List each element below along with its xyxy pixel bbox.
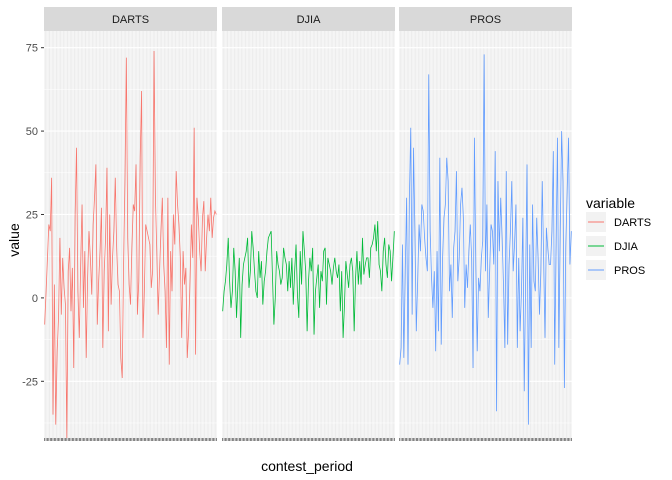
vertical-gridlines — [44, 31, 217, 438]
series-line-darts — [44, 51, 217, 439]
legend-items: DARTS DJIA PROS — [586, 212, 651, 280]
panels-layer: DARTS DJIA PROS — [44, 7, 572, 441]
legend-item-pros: PROS — [586, 260, 645, 280]
axis-layer: -25 0 25 50 75 — [22, 43, 44, 388]
legend-label: PROS — [614, 265, 645, 277]
x-axis-title: contest_period — [261, 458, 353, 474]
vertical-gridlines — [222, 31, 395, 438]
y-tick-label: 50 — [26, 126, 38, 138]
x-axis-ticks — [399, 438, 572, 441]
legend: variable DARTS DJIA PROS — [586, 195, 651, 280]
horizontal-gridlines — [222, 47, 395, 424]
legend-item-djia: DJIA — [586, 236, 639, 256]
facet-strip-label: DJIA — [297, 14, 322, 26]
y-tick-label: -25 — [22, 376, 38, 388]
facet-panel-darts: DARTS — [44, 7, 217, 441]
legend-item-darts: DARTS — [586, 212, 651, 232]
series-line-djia — [222, 221, 395, 338]
y-tick-label: 0 — [32, 293, 38, 305]
facet-strip-label: PROS — [470, 14, 501, 26]
facet-strip — [399, 7, 572, 31]
y-tick-label: 25 — [26, 209, 38, 221]
facet-panel-djia: DJIA — [222, 7, 395, 441]
x-axis-ticks — [222, 438, 395, 441]
facet-strip — [44, 7, 217, 31]
y-axis-title: value — [6, 223, 22, 257]
x-axis-ticks — [44, 438, 217, 441]
facet-panel-pros: PROS — [399, 7, 572, 441]
legend-title: variable — [586, 195, 635, 211]
legend-label: DJIA — [614, 241, 639, 253]
series-line-pros — [399, 54, 572, 425]
facet-strip-label: DARTS — [112, 14, 149, 26]
legend-label: DARTS — [614, 217, 651, 229]
facet-strip — [222, 7, 395, 31]
y-tick-label: 75 — [26, 43, 38, 55]
